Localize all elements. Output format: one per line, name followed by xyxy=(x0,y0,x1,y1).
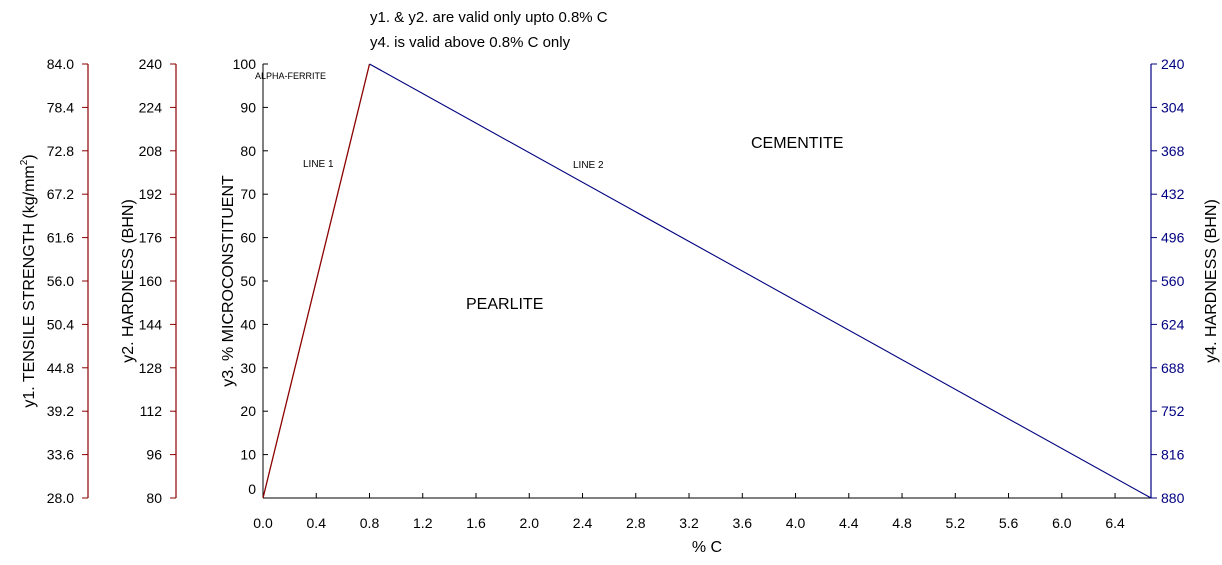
y4-axis-label: y4. HARDNESS (BHN) xyxy=(1203,199,1220,363)
y1-tick-label: 72.8 xyxy=(47,143,74,159)
x-tick-label: 0.0 xyxy=(253,515,273,531)
y3-axis-label: y3. % MICROCONSTITUENT xyxy=(220,175,237,387)
x-tick-label: 2.8 xyxy=(626,515,646,531)
y2-tick-label: 112 xyxy=(140,403,163,419)
y3-tick-label: 60 xyxy=(240,230,256,246)
y3-tick-label: 70 xyxy=(240,186,256,202)
y4-tick-label: 560 xyxy=(1161,273,1185,289)
y1-tick-label: 61.6 xyxy=(47,230,74,246)
x-tick-label: 3.2 xyxy=(679,515,699,531)
y2-tick-label: 176 xyxy=(139,230,163,246)
x-tick-label: 1.6 xyxy=(466,515,486,531)
y3-tick-label: 90 xyxy=(240,99,256,115)
x-tick-label: 0.4 xyxy=(307,515,327,531)
y2-tick-label: 144 xyxy=(139,316,163,332)
y2-tick-label: 96 xyxy=(146,447,162,463)
annotation-line-1: LINE 1 xyxy=(303,159,334,170)
y2-tick-label: 80 xyxy=(146,490,162,506)
y3-tick-label: 40 xyxy=(240,316,256,332)
y2-tick-label: 208 xyxy=(139,143,163,159)
y4-tick-label: 432 xyxy=(1161,186,1185,202)
x-tick-label: 1.2 xyxy=(413,515,433,531)
y1-tick-label: 78.4 xyxy=(47,99,74,115)
annotation-alpha-ferrite: ALPHA-FERRITE xyxy=(255,71,326,81)
y2-tick-label: 128 xyxy=(139,360,163,376)
y1-tick-label: 50.4 xyxy=(47,316,74,332)
y1-axis-label: y1. TENSILE STRENGTH (kg/mm2) xyxy=(19,154,38,407)
y3-tick-label: 50 xyxy=(240,273,256,289)
y2-tick-label: 160 xyxy=(139,273,163,289)
y4-tick-label: 240 xyxy=(1161,56,1185,72)
annotation-line-2: LINE 2 xyxy=(573,160,604,171)
x-tick-label: 4.8 xyxy=(892,515,912,531)
y1-tick-label: 28.0 xyxy=(47,490,74,506)
y3-tick-label: 30 xyxy=(240,360,256,376)
y1-tick-label: 33.6 xyxy=(47,447,74,463)
ticks-layer: 28.0 33.6 39.2 44.8 50.4 56.0 61.6 67.2 72.8 78.4… xyxy=(47,56,1185,531)
y4-tick-label: 304 xyxy=(1161,99,1185,115)
x-tick-label: 0.8 xyxy=(360,515,380,531)
x-tick-label: 4.0 xyxy=(786,515,806,531)
y3-tick-label: 10 xyxy=(240,447,256,463)
x-tick-label: 6.0 xyxy=(1052,515,1072,531)
x-tick-label: 2.4 xyxy=(573,515,593,531)
annotation-cementite: CEMENTITE xyxy=(751,135,843,152)
y1-tick-label: 44.8 xyxy=(47,360,74,376)
series-line-1 xyxy=(262,63,371,499)
y4-tick-label: 368 xyxy=(1161,143,1185,159)
y2-tick-label: 224 xyxy=(139,99,163,115)
y4-tick-label: 880 xyxy=(1161,490,1185,506)
y3-tick-label: 80 xyxy=(240,143,256,159)
y4-tick-label: 624 xyxy=(1161,316,1185,332)
y3-tick-label: 100 xyxy=(233,56,257,72)
x-tick-label: 3.6 xyxy=(733,515,753,531)
note-2: y4. is valid above 0.8% C only xyxy=(370,34,571,51)
y2-axis-label: y2. HARDNESS (BHN) xyxy=(120,199,137,363)
x-tick-label: 2.0 xyxy=(520,515,540,531)
y3-tick-label: 20 xyxy=(240,403,256,419)
y4-tick-label: 496 xyxy=(1161,230,1185,246)
series-line-2 xyxy=(369,63,1152,499)
x-tick-label: 6.4 xyxy=(1105,515,1125,531)
x-tick-label: 5.2 xyxy=(946,515,966,531)
y4-tick-label: 688 xyxy=(1161,360,1185,376)
annotation-pearlite: PEARLITE xyxy=(466,296,543,313)
y4-tick-label: 752 xyxy=(1161,403,1185,419)
x-axis-label: % C xyxy=(692,539,722,556)
x-tick-label: 5.6 xyxy=(999,515,1019,531)
y3-tick-label: 0 xyxy=(248,481,256,497)
note-1: y1. & y2. are valid only upto 0.8% C xyxy=(370,9,608,26)
y1-tick-label: 56.0 xyxy=(47,273,74,289)
y1-tick-label: 67.2 xyxy=(47,186,74,202)
y2-tick-label: 192 xyxy=(139,186,163,202)
y4-tick-label: 816 xyxy=(1161,447,1185,463)
y1-tick-label: 39.2 xyxy=(47,403,74,419)
y1-tick-label: 84.0 xyxy=(47,56,74,72)
x-tick-label: 4.4 xyxy=(839,515,859,531)
y2-tick-label: 240 xyxy=(139,56,163,72)
